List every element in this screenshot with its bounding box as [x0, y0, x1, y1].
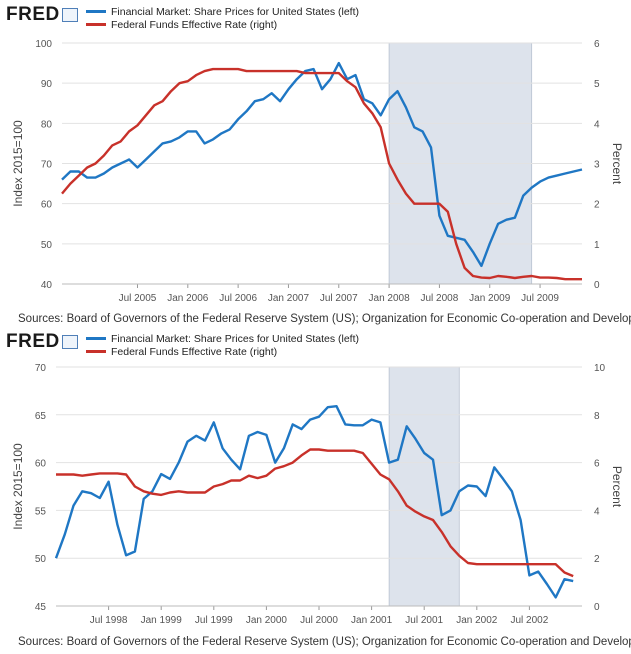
line-chart[interactable]: 45 50 55 60 65 70 0 2 4 6 8 10 Jul 1998 Jan 1999 Jul 1… — [0, 327, 631, 635]
y-tick-label: 70 — [41, 160, 53, 171]
y-tick-label: 90 — [41, 79, 53, 90]
chart-icon[interactable] — [62, 8, 78, 22]
legend-label: Financial Market: Share Prices for Unite… — [111, 333, 360, 346]
y-tick-label: 50 — [35, 554, 47, 565]
x-tick-label: Jul 2005 — [119, 293, 157, 304]
y2-tick-label: 4 — [594, 119, 600, 130]
series-line-share-prices — [54, 404, 574, 599]
y2-tick-label: 8 — [594, 411, 600, 422]
y-tick-label: 55 — [35, 506, 47, 517]
series-line-fed-funds — [61, 67, 582, 281]
y-tick-label: 65 — [35, 411, 47, 422]
y-tick-label: 60 — [41, 200, 53, 211]
y-axis-title: Index 2015=100 — [11, 443, 25, 530]
source-note: Sources: Board of Governors of the Feder… — [18, 313, 631, 325]
x-tick-label: Jul 2006 — [219, 293, 257, 304]
x-tick-label: Jan 2008 — [369, 293, 411, 304]
x-tick-label: Jan 1999 — [141, 615, 183, 626]
x-tick-label: Jan 2002 — [456, 615, 498, 626]
line-chart[interactable]: 40 50 60 70 80 90 100 0 1 2 3 4 5 6 Jul 2005 Jan 2006 Ju… — [0, 0, 631, 312]
y-axis-title: Index 2015=100 — [11, 120, 25, 207]
x-tick-label: Jul 2009 — [521, 293, 559, 304]
legend: Financial Market: Share Prices for Unite… — [86, 6, 359, 32]
y2-axis-title: Percent — [610, 143, 624, 185]
x-tick-label: Jan 2006 — [167, 293, 209, 304]
x-tick-label: Jan 2007 — [268, 293, 310, 304]
fred-logo[interactable]: FRED — [6, 4, 60, 25]
y2-tick-label: 2 — [594, 554, 600, 565]
x-tick-label: Jul 2002 — [510, 615, 548, 626]
y-tick-label: 50 — [41, 240, 53, 251]
y2-tick-label: 4 — [594, 506, 600, 517]
y2-tick-label: 0 — [594, 280, 600, 291]
legend-swatch-red — [86, 22, 106, 26]
recession-shading — [388, 366, 460, 607]
chart-panel-top: FRED Financial Market: Share Prices for … — [0, 0, 631, 325]
legend-label: Federal Funds Effective Rate (right) — [111, 19, 278, 32]
y-tick-label: 80 — [41, 119, 53, 130]
y2-tick-label: 1 — [594, 240, 600, 251]
legend-item-share-prices[interactable]: Financial Market: Share Prices for Unite… — [86, 333, 359, 346]
y2-tick-label: 6 — [594, 39, 600, 50]
y-tick-label: 45 — [35, 602, 47, 613]
y-tick-label: 100 — [35, 39, 52, 50]
y2-tick-label: 3 — [594, 160, 600, 171]
source-note: Sources: Board of Governors of the Feder… — [18, 636, 631, 648]
x-tick-label: Jul 1998 — [90, 615, 128, 626]
y2-tick-label: 0 — [594, 602, 600, 613]
legend-item-fed-funds[interactable]: Federal Funds Effective Rate (right) — [86, 19, 359, 32]
legend-swatch-red — [86, 349, 106, 353]
fred-logo[interactable]: FRED — [6, 331, 60, 352]
legend-label: Federal Funds Effective Rate (right) — [111, 346, 278, 359]
x-tick-label: Jul 2008 — [421, 293, 459, 304]
legend-item-share-prices[interactable]: Financial Market: Share Prices for Unite… — [86, 6, 359, 19]
legend-swatch-blue — [86, 9, 106, 13]
x-tick-label: Jan 2009 — [469, 293, 511, 304]
chart-panel-bottom: FRED Financial Market: Share Prices for … — [0, 327, 631, 654]
y-tick-label: 70 — [35, 363, 47, 374]
legend-swatch-blue — [86, 336, 106, 340]
x-tick-label: Jul 2000 — [300, 615, 338, 626]
legend-label: Financial Market: Share Prices for Unite… — [111, 6, 360, 19]
y2-axis-title: Percent — [610, 466, 624, 508]
x-tick-label: Jul 2001 — [405, 615, 443, 626]
y-tick-label: 60 — [35, 459, 47, 470]
chart-icon[interactable] — [62, 335, 78, 349]
y2-tick-label: 2 — [594, 200, 600, 211]
y2-tick-label: 6 — [594, 459, 600, 470]
x-tick-label: Jan 2001 — [351, 615, 393, 626]
series-line-share-prices — [61, 61, 583, 268]
legend: Financial Market: Share Prices for Unite… — [86, 333, 359, 359]
x-tick-label: Jul 2007 — [320, 293, 358, 304]
x-tick-label: Jan 2000 — [246, 615, 288, 626]
x-tick-label: Jul 1999 — [195, 615, 233, 626]
series-line-fed-funds — [56, 448, 574, 578]
legend-item-fed-funds[interactable]: Federal Funds Effective Rate (right) — [86, 346, 359, 359]
y-tick-label: 40 — [41, 280, 53, 291]
y2-tick-label: 5 — [594, 79, 600, 90]
y2-tick-label: 10 — [594, 363, 606, 374]
